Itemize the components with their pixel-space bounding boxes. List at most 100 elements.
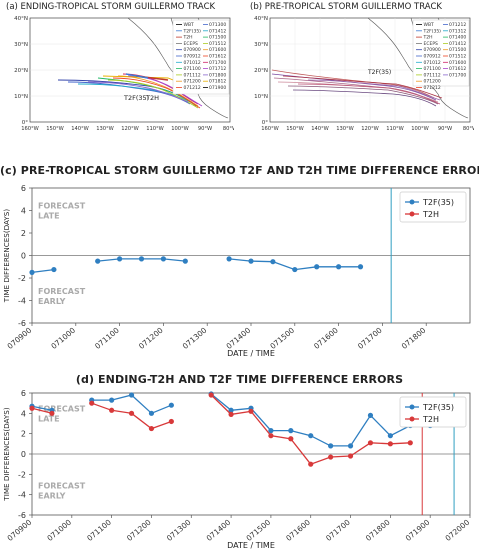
- chart-d-legend-marker-t2f-35: [409, 404, 415, 410]
- chart-d-annotation-early: FORECAST EARLY: [38, 482, 86, 501]
- chart-d-x-tick-label: 071900: [404, 517, 432, 542]
- chart-c-legend-marker-t2f-35: [409, 199, 415, 205]
- chart-c-y-tick-label: 6: [21, 184, 26, 193]
- chart-c-y-tick-label: -6: [18, 319, 26, 328]
- chart-d-series-t2h-point: [148, 425, 155, 432]
- chart-d-series-t2f-35-point: [328, 443, 334, 449]
- chart-d-series-t2h-point: [347, 453, 354, 459]
- chart-d-annotation-late: FORECAST LATE: [38, 404, 86, 423]
- mapb-legend-entry: 071700: [449, 72, 466, 78]
- chart-c-x-tick-label: 071500: [268, 325, 296, 350]
- chart-d-legend-label-t2h: T2H: [422, 415, 439, 424]
- chart-d-series-t2f-35-point: [148, 410, 155, 416]
- chart-c-x-axis-label: DATE / TIME: [227, 349, 275, 358]
- chart-c-series-t2f-35-point: [270, 259, 276, 265]
- chart-c-series-t2f-35-point: [95, 258, 101, 264]
- mapb-legend-entry: 070912: [424, 54, 441, 60]
- chart-d-series-t2f-35-point: [128, 392, 135, 398]
- mapb-lon-label: 110°W: [386, 126, 404, 132]
- mapb-legend-entry: T2F(35): [423, 28, 442, 34]
- chart-c-legend-label-t2h: T2H: [422, 210, 439, 219]
- mapb-legend-entry: 071600: [449, 60, 466, 66]
- chart-d-series-t2f-35-point: [387, 433, 393, 439]
- chart-d-y-tick-label: 2: [21, 430, 26, 439]
- chart-d-x-tick-label: 071200: [125, 517, 153, 542]
- chart-d-x-tick-label: 071400: [205, 517, 233, 542]
- chart-d-legend-label-t2f-35: T2F(35): [422, 403, 454, 412]
- mapb-lon-label: 160°W: [261, 126, 279, 132]
- mapa-lon-label: 160°W: [21, 126, 39, 132]
- chart-d: -6 -4 -2 0 2 4 6 070900 071000 071100 071200 071300…: [2, 389, 472, 550]
- chart-c-annotation-late-line: LATE: [38, 211, 60, 220]
- chart-c-series-t2f-35-point: [160, 256, 166, 262]
- chart-c-x-tick-label: 071100: [93, 325, 121, 350]
- mapa-legend-entry: 071712: [209, 66, 226, 72]
- chart-d-y-tick-label: 6: [21, 389, 26, 398]
- mapb-lat-label: 30°N: [254, 42, 268, 48]
- mapa-lat-label: 10°N: [14, 94, 28, 100]
- chart-d-x-tick-label: 071500: [244, 517, 272, 542]
- chart-d-series-t2h-point: [288, 436, 294, 442]
- map-b-legend: [412, 19, 470, 87]
- mapa-legend-entry: 071812: [209, 79, 226, 85]
- chart-d-series-t2h-point: [328, 454, 334, 460]
- mapa-lon-label: 100°W: [171, 126, 189, 132]
- mapb-lat-label: 0°: [262, 120, 268, 126]
- mapb-lat-label: 10°N: [254, 94, 268, 100]
- mapa-legend-entry: 071212: [184, 85, 201, 91]
- chart-c-annotation-late-line: FORECAST: [38, 201, 86, 210]
- mapb-legend-entry: 071512: [449, 54, 466, 60]
- mapb-lon-label: 130°W: [336, 126, 354, 132]
- mapb-lat-label: 40°N: [254, 16, 268, 22]
- mapa-legend-entry: 071300: [209, 22, 226, 28]
- chart-c-y-tick-label: 0: [21, 252, 26, 261]
- chart-d-y-tick-label: -2: [18, 470, 26, 479]
- chart-c-series-t2f-35-point: [357, 264, 364, 270]
- chart-d-series-t2h-point: [367, 440, 374, 446]
- chart-c-series-t2f-35-point: [138, 256, 145, 262]
- chart-d-annotation-early-line: EARLY: [38, 492, 66, 501]
- chart-c-x-tick-label: 071600: [312, 325, 340, 350]
- chart-c-x-tick-label: 071200: [137, 325, 165, 350]
- mapa-legend-entry: 070900: [184, 47, 201, 53]
- mapa-legend-entry: ECEPS: [184, 41, 199, 47]
- chart-d-series-t2h-point: [109, 407, 115, 413]
- chart-d-series-t2f-35-line: [31, 405, 53, 411]
- chart-d-y-tick-label: 0: [21, 450, 26, 459]
- chart-c-series-t2f-35-point: [292, 266, 298, 273]
- chart-c-x-tick-label: 071300: [181, 325, 209, 350]
- chart-c-x-tick-label: 070900: [6, 325, 34, 350]
- map-a-tracks: [57, 73, 203, 109]
- chart-c-legend-marker-t2h: [409, 211, 415, 217]
- mapb-legend-entry: 071312: [449, 28, 466, 34]
- map-a-legend: [172, 19, 230, 95]
- chart-d-x-tick-label: 071300: [165, 517, 193, 542]
- chart-c-series-t2f-35-point: [51, 266, 57, 273]
- mapb-legend-entry: 071212: [424, 85, 441, 91]
- mapa-legend-entry: 071112: [184, 72, 201, 78]
- mapa-legend-entry: 071900: [209, 85, 226, 91]
- mapa-legend-entry: 070912: [184, 54, 201, 60]
- map-b-title: (b) PRE-TROPICAL STORM GUILLERMO TRACK: [250, 2, 442, 12]
- mapa-legend-entry: WBT: [184, 22, 195, 28]
- mapb-lon-label: 80°W: [463, 126, 474, 132]
- mapb-legend-entry: T2H: [423, 35, 433, 41]
- chart-d-series-t2h-line: [31, 407, 53, 414]
- map-a-marker-t2h: T2H: [145, 94, 159, 102]
- chart-d-x-tick-label: 071600: [284, 517, 312, 542]
- mapb-lat-label: 20°N: [254, 68, 268, 74]
- map-b: T2F(35) WBT T2F(35) T2H ECEPS 070900 070912 07…: [248, 16, 474, 136]
- chart-d-series-t2h-point: [308, 461, 314, 467]
- chart-d-x-tick-label: 072000: [444, 517, 472, 542]
- chart-d-x-tick-label: 071000: [45, 517, 73, 542]
- mapa-legend-entry: 071500: [209, 35, 226, 41]
- mapa-legend-entry: 071100: [184, 66, 201, 72]
- chart-c-series-t2f-35-point: [336, 264, 342, 270]
- mapa-legend-entry: 071200: [184, 79, 201, 85]
- chart-d-series-t2h-point: [29, 405, 35, 411]
- chart-c-series-t2f-35-line: [31, 268, 54, 274]
- chart-c-x-tick-label: 071700: [356, 325, 384, 350]
- chart-c-y-tick-label: 2: [21, 229, 26, 238]
- mapb-lon-label: 120°W: [361, 126, 379, 132]
- chart-d-series-t2h-point: [208, 392, 214, 398]
